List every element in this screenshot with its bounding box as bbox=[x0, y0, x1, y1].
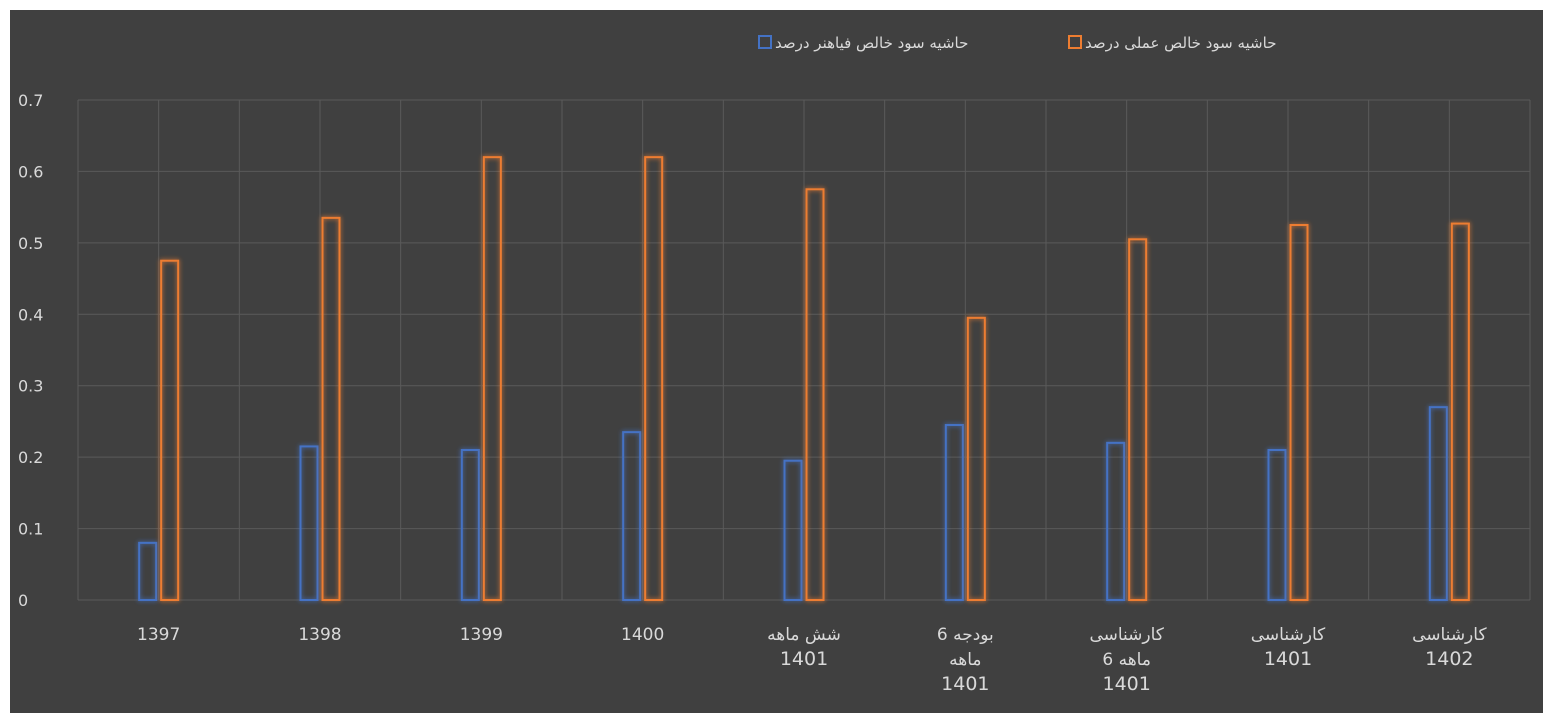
x-tick-label: 1401 bbox=[780, 648, 828, 670]
x-tick-label: بودجه 6 bbox=[937, 625, 994, 645]
bar-series-2-cat-8 bbox=[1289, 224, 1309, 601]
gridlines bbox=[77, 99, 1531, 601]
y-tick-label: 0.1 bbox=[18, 520, 43, 539]
x-tick-label: 1401 bbox=[1264, 648, 1312, 670]
x-tick-label: 1401 bbox=[941, 673, 989, 695]
bar-series-1-cat-8 bbox=[1267, 449, 1287, 601]
bar-series-1-cat-2 bbox=[299, 445, 319, 601]
x-tick-label: شش ماهه bbox=[767, 625, 841, 645]
bar-series-2-cat-5 bbox=[805, 188, 825, 602]
bar-series-1-cat-5 bbox=[783, 459, 803, 602]
bar-series-2-cat-1 bbox=[160, 259, 180, 601]
y-axis-tick-labels: 0 0.1 0.2 0.3 0.4 0.5 0.6 0.7 bbox=[18, 91, 43, 610]
bar-series-2-cat-6 bbox=[966, 316, 986, 601]
bar-series-1-cat-3 bbox=[460, 449, 480, 601]
x-tick-label: 6 ماهه bbox=[1102, 650, 1151, 670]
legend-swatch-series-2[interactable] bbox=[1068, 35, 1082, 49]
legend-label-series-1: حاشیه سود خالص فیاهنر درصد bbox=[775, 34, 968, 52]
x-tick-label: 1401 bbox=[1102, 673, 1150, 695]
bars bbox=[138, 156, 1470, 602]
bar-chart: 0 0.1 0.2 0.3 0.4 0.5 0.6 0.7 1397 1398 1399 1400 ش… bbox=[10, 10, 1543, 713]
y-tick-label: 0.6 bbox=[18, 162, 43, 181]
y-tick-label: 0.3 bbox=[18, 377, 43, 396]
x-tick-label: 1397 bbox=[137, 625, 180, 645]
bar-series-1-cat-1 bbox=[138, 541, 158, 601]
bar-series-2-cat-4 bbox=[644, 156, 664, 601]
legend-swatch-series-1[interactable] bbox=[758, 35, 772, 49]
y-tick-label: 0.7 bbox=[18, 91, 43, 110]
bar-series-1-cat-4 bbox=[622, 431, 642, 601]
y-tick-label: 0.5 bbox=[18, 234, 43, 253]
x-tick-label: 1398 bbox=[298, 625, 341, 645]
bar-series-2-cat-9 bbox=[1450, 222, 1470, 601]
bar-series-1-cat-9 bbox=[1428, 406, 1448, 601]
x-tick-label: کارشناسی bbox=[1089, 625, 1164, 645]
x-axis-tick-labels: 1397 1398 1399 1400 شش ماهه 1401 بودجه 6 ماهه 14… bbox=[137, 625, 1487, 695]
x-tick-label: 1399 bbox=[460, 625, 503, 645]
y-tick-label: 0.4 bbox=[18, 305, 43, 324]
y-tick-label: 0.2 bbox=[18, 448, 43, 467]
x-tick-label: ماهه bbox=[949, 650, 981, 670]
legend[interactable]: حاشیه سود خالص عملی درصد حاشیه سود خالص ف… bbox=[758, 34, 1276, 52]
legend-label-series-2: حاشیه سود خالص عملی درصد bbox=[1085, 34, 1276, 52]
bar-series-1-cat-6 bbox=[944, 424, 964, 601]
chart-container: 0 0.1 0.2 0.3 0.4 0.5 0.6 0.7 1397 1398 1399 1400 ش… bbox=[10, 10, 1543, 713]
x-tick-label: کارشناسی bbox=[1251, 625, 1326, 645]
bar-series-2-cat-2 bbox=[321, 216, 341, 601]
bar-series-2-cat-7 bbox=[1128, 238, 1148, 602]
bar-series-1-cat-7 bbox=[1106, 441, 1126, 601]
x-tick-label: 1400 bbox=[621, 625, 664, 645]
chart-background bbox=[10, 10, 1543, 713]
x-tick-label: کارشناسی bbox=[1412, 625, 1487, 645]
y-tick-label: 0 bbox=[18, 591, 28, 610]
x-tick-label: 1402 bbox=[1425, 648, 1473, 670]
bar-series-2-cat-3 bbox=[482, 156, 502, 601]
